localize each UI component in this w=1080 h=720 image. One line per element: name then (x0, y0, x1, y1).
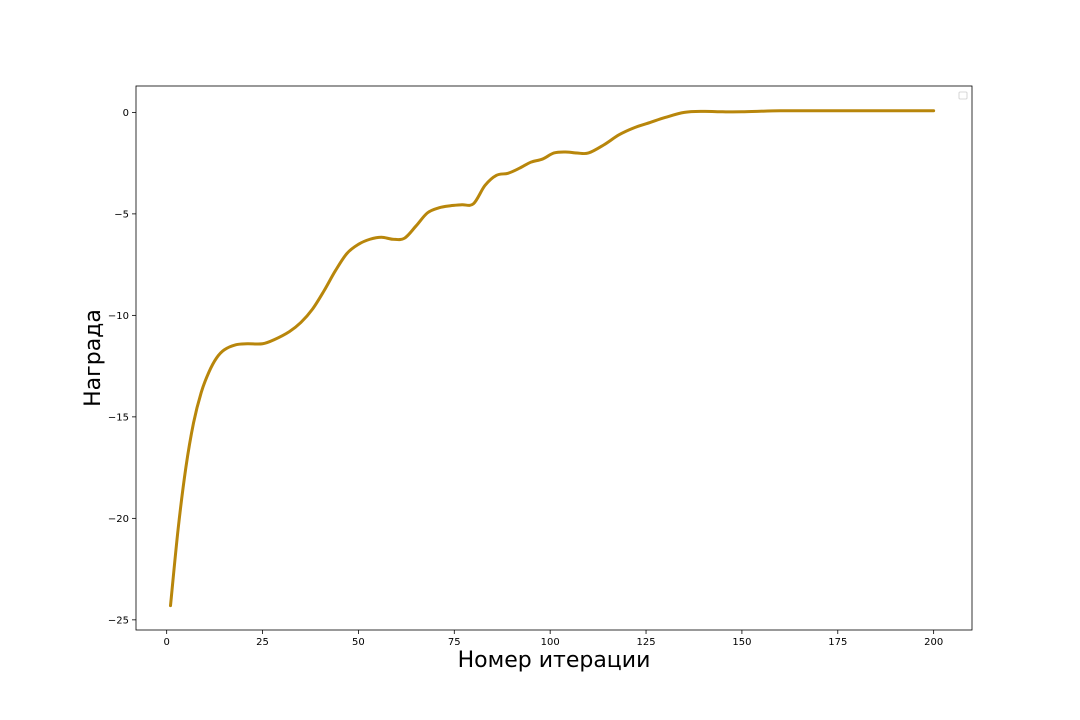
plot-area (136, 86, 972, 630)
x-tick-label: 150 (732, 637, 751, 648)
plot-frame (135, 85, 973, 631)
y-tick-label: 0 (123, 108, 129, 119)
x-tick-label: 75 (448, 637, 461, 648)
x-axis-label: Номер итерации (458, 648, 651, 673)
reward-series-line (169, 109, 936, 608)
y-tick-label: −25 (108, 615, 129, 626)
x-tick-label: 125 (636, 637, 655, 648)
y-tick-label: −15 (108, 412, 129, 423)
x-tick-label: 100 (541, 637, 560, 648)
y-axis-label: Награда (81, 309, 106, 407)
legend-box (958, 91, 968, 100)
x-tick-label: 50 (352, 637, 365, 648)
x-tick-label: 25 (256, 637, 269, 648)
x-tick-label: 200 (924, 637, 943, 648)
y-tick-label: −20 (108, 514, 129, 525)
y-tick-label: −10 (108, 311, 129, 322)
x-tick-label: 0 (163, 637, 169, 648)
y-tick-label: −5 (114, 209, 129, 220)
x-tick-label: 175 (828, 637, 847, 648)
